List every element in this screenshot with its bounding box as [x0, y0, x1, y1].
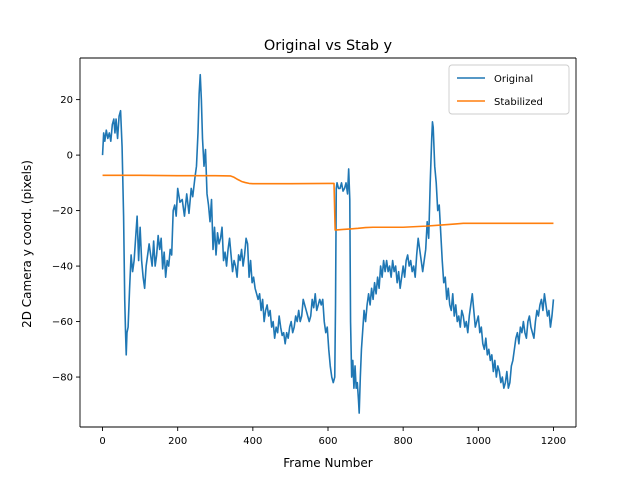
legend-label-stabilized: Stabilized	[494, 97, 543, 108]
x-tick-label: 800	[394, 436, 413, 447]
x-tick-label: 200	[168, 436, 187, 447]
legend-label-original: Original	[494, 74, 533, 85]
y-tick-label: −60	[52, 317, 73, 328]
y-tick-label: −80	[52, 373, 73, 384]
y-axis-label: 2D Camera y coord. (pixels)	[20, 160, 34, 328]
x-axis-label: Frame Number	[283, 456, 372, 470]
y-tick-label: 20	[60, 95, 73, 106]
chart-title: Original vs Stab y	[264, 38, 393, 54]
y-tick-label: −20	[52, 206, 73, 217]
x-tick-label: 600	[318, 436, 337, 447]
series-line-stabilized	[102, 174, 554, 231]
y-tick-label: 0	[67, 151, 73, 162]
legend: Original Stabilized	[448, 64, 570, 115]
plot-area	[101, 73, 555, 414]
x-tick-label: 0	[99, 436, 105, 447]
x-tick-label: 1000	[466, 436, 491, 447]
y-tick-label: −40	[52, 262, 73, 273]
x-tick-label: 400	[243, 436, 262, 447]
series-line-original	[101, 73, 555, 414]
x-tick-label: 1200	[541, 436, 566, 447]
axes: 0 200 400 600 800 1000 1200 −80 −60 −40 −20 0 20	[52, 57, 577, 447]
